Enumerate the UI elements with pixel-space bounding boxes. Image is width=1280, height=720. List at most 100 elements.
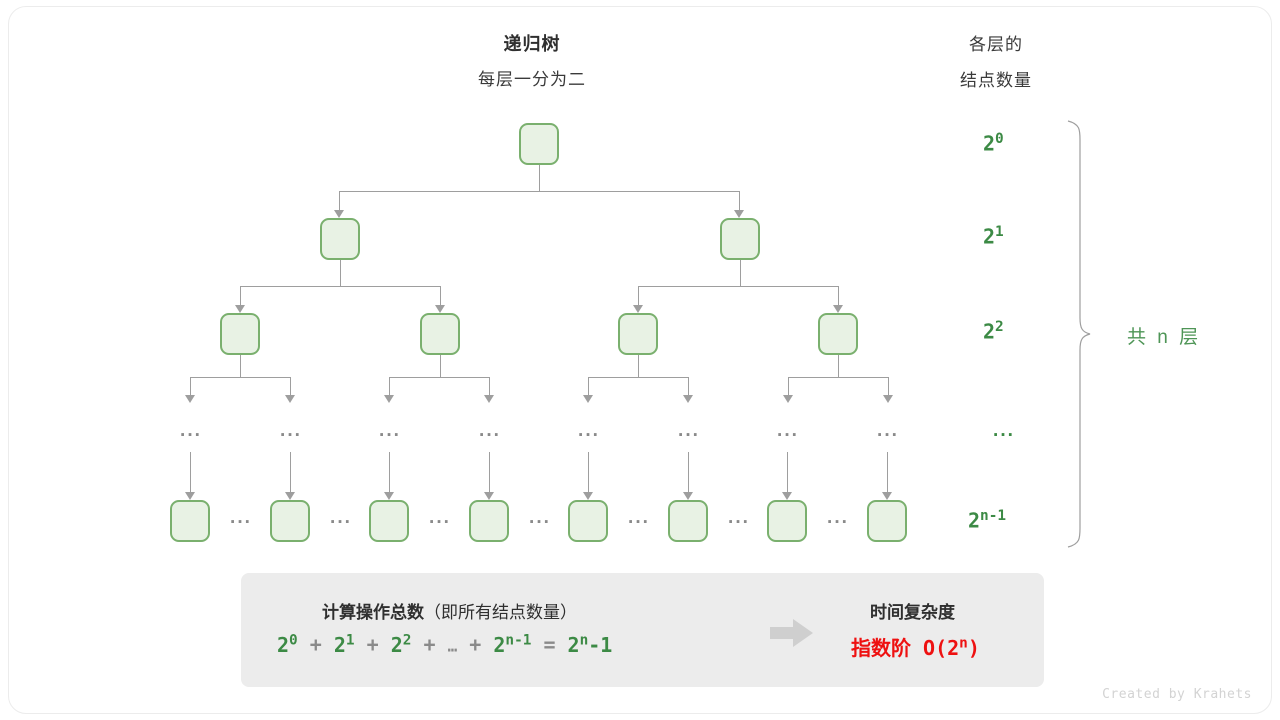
formula-term-2-base: 2 (390, 632, 403, 657)
formula-result-base: 2 (567, 632, 580, 657)
connector-last-stem-7 (887, 452, 888, 494)
level-count-2-exp: 2 (995, 319, 1004, 335)
connector-l3-drop-7 (888, 377, 889, 397)
formula-plus-0: + (309, 632, 322, 657)
level-count-1-base: 2 (983, 224, 996, 249)
formula-result: 2n-1 (567, 632, 613, 657)
complexity-big-o: O(2 (923, 636, 960, 660)
tree-node-l2-1 (420, 313, 460, 355)
tree-ellipsis-last-6: ··· (827, 512, 849, 533)
arrowhead-l2-3 (833, 305, 843, 313)
formula-plus-2: + (423, 632, 436, 657)
arrowhead-last-7 (882, 492, 892, 500)
formula-equals: = (543, 632, 556, 657)
tree-ellipsis-last-0: ··· (230, 512, 252, 533)
tree-node-l1-1 (720, 218, 760, 260)
arrowhead-last-1 (285, 492, 295, 500)
arrowhead-l3-0 (185, 395, 195, 403)
connector-level1-bar (339, 191, 739, 192)
summary-ops-label: 计算操作总数（即所有结点数量） (322, 598, 577, 623)
arrowhead-last-0 (185, 492, 195, 500)
arrowhead-l3-3 (484, 395, 494, 403)
connector-last-stem-0 (190, 452, 191, 494)
tree-node-last-5 (668, 500, 708, 542)
summary-formula: 20 + 21 + 22 + … + 2n-1 = 2n-1 (277, 632, 612, 657)
connector-last-stem-3 (489, 452, 490, 494)
arrowhead-last-6 (782, 492, 792, 500)
formula-term-0-base: 2 (277, 632, 290, 657)
connector-l3-drop-0 (190, 377, 191, 397)
tree-node-last-4 (568, 500, 608, 542)
arrowhead-l3-2 (384, 395, 394, 403)
tree-ellipsis-col-7: ··· (877, 425, 899, 446)
connector-last-stem-6 (787, 452, 788, 494)
connector-l2-drop-1 (440, 286, 441, 307)
formula-term-n-base: 2 (493, 632, 506, 657)
tree-node-last-3 (469, 500, 509, 542)
connector-level1-left-drop (339, 191, 340, 212)
tree-ellipsis-last-1: ··· (330, 512, 352, 533)
level-span-brace (1067, 120, 1091, 548)
level-count-1-exp: 1 (995, 224, 1004, 240)
formula-term-2: 22 (390, 632, 412, 657)
connector-root-stem (539, 165, 540, 191)
diagram-title: 递归树 (503, 34, 561, 54)
connector-l1-1-stem (740, 260, 741, 286)
arrowhead-last-4 (583, 492, 593, 500)
right-column-title: 各层的 (969, 35, 1023, 54)
tree-ellipsis-last-3: ··· (529, 512, 551, 533)
complexity-label-cn: 指数阶 (851, 638, 911, 660)
brace-label-total-levels: 共 n 层 (1127, 327, 1202, 348)
tree-ellipsis-col-2: ··· (379, 425, 401, 446)
tree-ellipsis-col-1: ··· (280, 425, 302, 446)
right-arrow-icon (770, 619, 813, 647)
formula-term-0-exp: 0 (289, 632, 298, 648)
arrowhead-l3-4 (583, 395, 593, 403)
complexity-exp: n (959, 635, 968, 652)
formula-plus-1: + (366, 632, 379, 657)
arrowhead-l2-2 (633, 305, 643, 313)
summary-panel (241, 573, 1044, 687)
connector-l3-bar-a (190, 377, 290, 378)
tree-node-last-6 (767, 500, 807, 542)
arrowhead-level1-right (734, 210, 744, 218)
arrowhead-l2-1 (435, 305, 445, 313)
arrowhead-l3-7 (883, 395, 893, 403)
tree-node-root (519, 123, 559, 165)
level-count-2-base: 2 (983, 319, 996, 344)
level-count-1: 21 (983, 224, 1004, 249)
connector-last-stem-5 (688, 452, 689, 494)
connector-l3-drop-6 (788, 377, 789, 397)
formula-result-tail: -1 (588, 632, 613, 657)
tree-ellipsis-last-4: ··· (628, 512, 650, 533)
formula-term-1: 21 (333, 632, 355, 657)
connector-l2-drop-2 (638, 286, 639, 307)
summary-complexity-value: 指数阶 O(2n) (851, 632, 980, 661)
tree-ellipsis-col-4: ··· (578, 425, 600, 446)
connector-last-stem-4 (588, 452, 589, 494)
arrowhead-l3-1 (285, 395, 295, 403)
connector-level1-right-drop (739, 191, 740, 212)
connector-l3-drop-1 (290, 377, 291, 397)
formula-term-2-exp: 2 (402, 632, 412, 648)
connector-l2-3-stem (838, 355, 839, 377)
level-count-last-base: 2 (968, 508, 981, 533)
tree-ellipsis-col-3: ··· (479, 425, 501, 446)
connector-l3-bar-b (389, 377, 489, 378)
diagram-subtitle: 每层一分为二 (478, 70, 586, 89)
summary-ops-label-paren: （即所有结点数量） (424, 603, 577, 622)
summary-complexity-title: 时间复杂度 (870, 603, 955, 622)
complexity-close-paren: ) (967, 636, 980, 660)
formula-result-exp: n (579, 632, 589, 648)
formula-term-1-base: 2 (333, 632, 346, 657)
tree-node-l1-0 (320, 218, 360, 260)
tree-node-l2-2 (618, 313, 658, 355)
arrowhead-l2-0 (235, 305, 245, 313)
connector-l3-bar-c (588, 377, 688, 378)
level-count-ellipsis: ··· (993, 425, 1015, 446)
watermark: Created by Krahets (1102, 687, 1252, 702)
connector-l1-0-stem (340, 260, 341, 286)
summary-ops-label-main: 计算操作总数 (322, 603, 424, 622)
arrowhead-last-2 (384, 492, 394, 500)
connector-l2-right-bar (638, 286, 839, 287)
